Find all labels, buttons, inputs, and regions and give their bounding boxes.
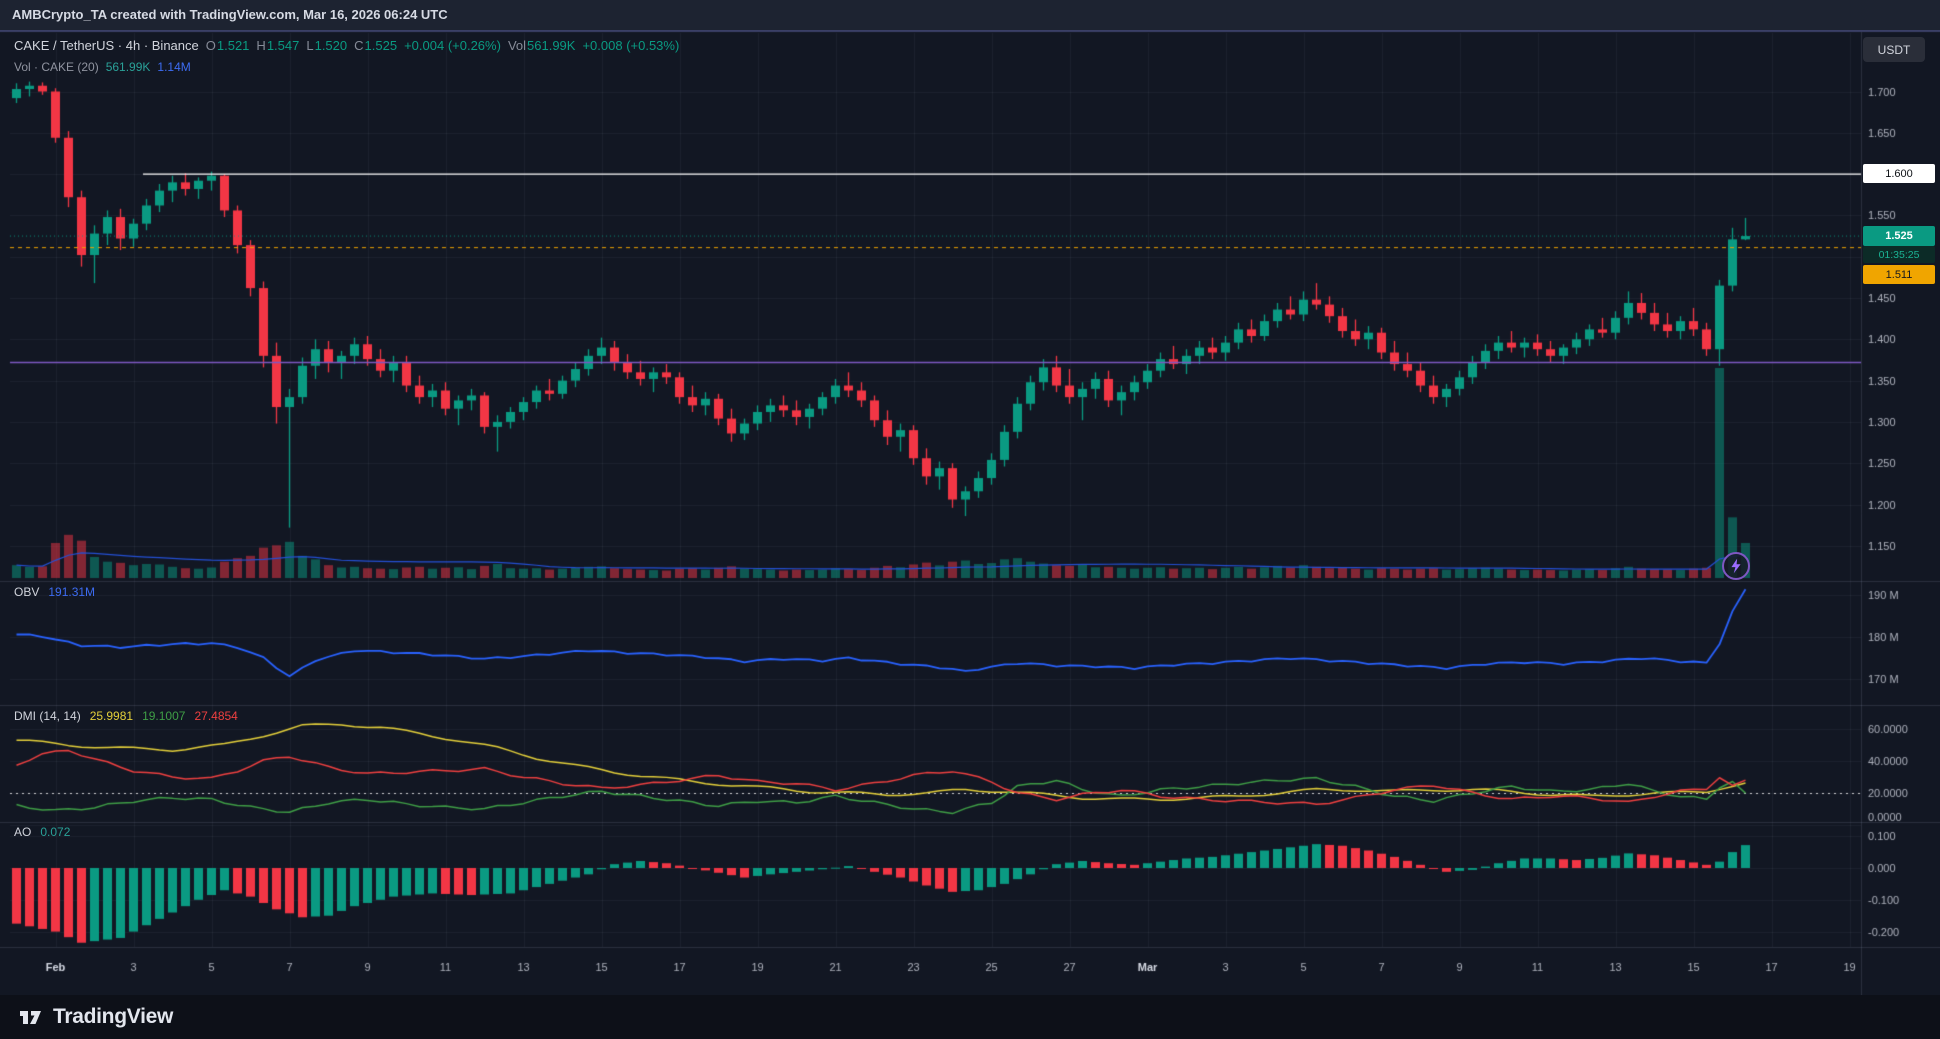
ao-value: 0.072 (40, 825, 71, 839)
boost-button[interactable] (1722, 552, 1750, 580)
last-price-badge: 1.525 (1863, 226, 1935, 246)
dmi-legend[interactable]: DMI (14, 14) 25.9981 19.1007 27.4854 (14, 709, 238, 723)
volume-indicator-row: Vol · CAKE (20) 561.99K 1.14M (14, 60, 191, 74)
vol-token: Vol561.99K (507, 38, 576, 53)
dmi-minus-di-value: 27.4854 (194, 709, 238, 723)
alert-price-badge: 1.511 (1863, 265, 1935, 284)
credit-bar: AMBCrypto_TA created with TradingView.co… (0, 0, 1940, 30)
ohlc-high: H1.547 (256, 38, 300, 53)
obv-label: OBV (14, 585, 40, 599)
dmi-label: DMI (14, 14) (14, 709, 81, 723)
resistance-price-badge: 1.600 (1863, 164, 1935, 183)
tradingview-wordmark[interactable]: TradingView (53, 1005, 174, 1028)
ao-label: AO (14, 825, 32, 839)
credit-text: AMBCrypto_TA created with TradingView.co… (12, 7, 448, 22)
ohlc-close: C1.525 (354, 38, 398, 53)
ohlc-open: O1.521 (205, 38, 250, 53)
symbol-header: CAKE / TetherUS · 4h · Binance O1.521 H1… (14, 38, 679, 53)
ao-legend[interactable]: AO 0.072 (14, 825, 70, 839)
currency-toggle-button[interactable]: USDT (1863, 37, 1925, 62)
obv-value: 191.31M (48, 585, 96, 599)
ohlc-low: L1.520 (306, 38, 348, 53)
footer-bar: TradingView (0, 995, 1940, 1039)
volume-indicator-value: 561.99K (105, 60, 151, 74)
vol-change: +0.008 (+0.53%) (582, 38, 680, 53)
lightning-bolt-icon (1731, 558, 1741, 574)
symbol-title[interactable]: CAKE / TetherUS · 4h · Binance (14, 38, 199, 53)
dmi-adx-value: 25.9981 (89, 709, 134, 723)
tradingview-logo-icon[interactable] (16, 1003, 44, 1031)
volume-indicator-label[interactable]: Vol · CAKE (20) (14, 60, 99, 74)
volume-ma-value: 1.14M (157, 60, 191, 74)
bar-countdown-badge: 01:35:25 (1863, 246, 1935, 263)
obv-legend[interactable]: OBV 191.31M (14, 585, 95, 599)
bar-change: +0.004 (+0.26%) (404, 38, 501, 53)
dmi-plus-di-value: 19.1007 (142, 709, 186, 723)
